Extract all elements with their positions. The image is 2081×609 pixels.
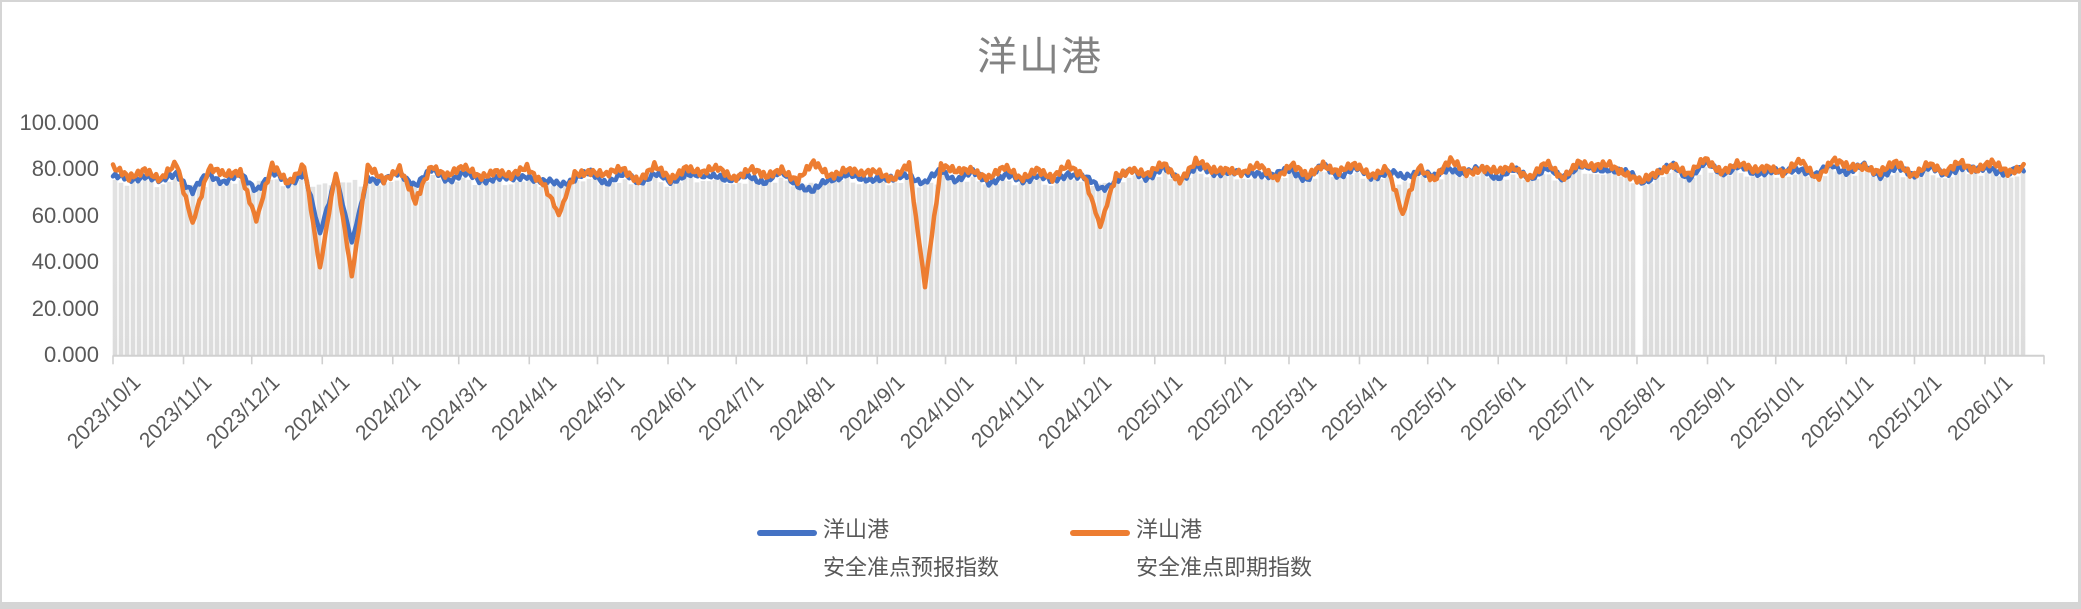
- y-axis-tick-label: 60.000: [31, 202, 99, 228]
- legend-label-spot-line1: 洋山港: [1136, 517, 1203, 542]
- legend-label-forecast-line1: 洋山港: [823, 517, 890, 542]
- legend-swatch-spot-line: [1070, 530, 1130, 536]
- series-line-spot-index[interactable]: [110, 155, 2026, 290]
- y-axis-tick-label: 0.000: [43, 342, 99, 368]
- y-axis-tick-label: 20.000: [31, 295, 99, 321]
- legend-label-spot-line2: 安全准点即期指数: [1136, 555, 1313, 580]
- legend-swatch-forecast-line: [757, 530, 817, 536]
- background-columns: [112, 167, 2026, 356]
- y-axis-tick-label: 100.000: [19, 109, 99, 135]
- y-axis-tick-label: 40.000: [31, 249, 99, 275]
- legend-label-forecast: 洋山港 安全准点预报指数: [823, 511, 999, 587]
- legend-item-forecast-index[interactable]: 洋山港 安全准点预报指数: [757, 511, 999, 587]
- y-axis-tick-label: 80.000: [31, 156, 99, 182]
- legend-item-spot-index[interactable]: 洋山港 安全准点即期指数: [1070, 511, 1312, 587]
- legend-label-spot: 洋山港 安全准点即期指数: [1136, 511, 1312, 587]
- legend-label-forecast-line2: 安全准点预报指数: [823, 555, 1000, 580]
- chart-title: 洋山港: [977, 35, 1103, 79]
